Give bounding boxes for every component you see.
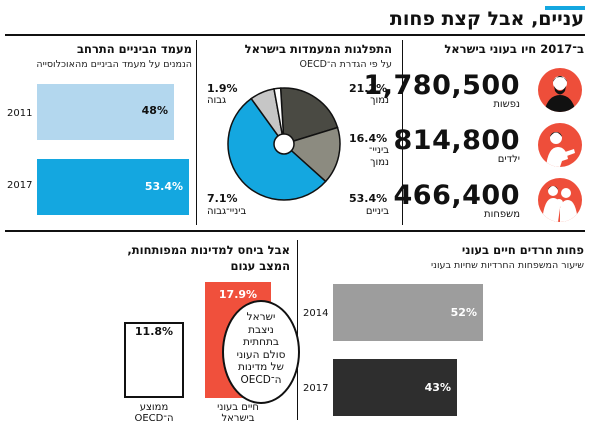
oecd-heading-line1: אבל ביחס למדינות המפותחות, bbox=[127, 243, 290, 257]
poverty-children-label: ילדים bbox=[497, 154, 520, 165]
oecd-note-line: בתחתית bbox=[243, 336, 279, 348]
israel-bar-name-line2: בישראל bbox=[221, 413, 255, 424]
pie-slice-0 bbox=[279, 87, 339, 145]
haredi-bar-2014-label: 52% bbox=[450, 306, 477, 319]
poverty-families-label: משפחות bbox=[484, 209, 520, 220]
oecd-bar-name-line2: ה־OECD bbox=[134, 413, 174, 424]
oecd-note-line: סולם העוני bbox=[236, 348, 286, 361]
poverty-people-value: 1,780,500 bbox=[363, 70, 520, 101]
header-rule bbox=[5, 34, 585, 36]
child-icon bbox=[538, 123, 582, 167]
haredi-bar-2014 bbox=[333, 284, 483, 341]
pie-slice-1 bbox=[282, 126, 341, 183]
oecd-note-line: של מדינות bbox=[238, 361, 284, 373]
oecd-average-bar-label: 11.8% bbox=[134, 325, 174, 338]
person-icon bbox=[538, 68, 582, 112]
poverty-families-value: 466,400 bbox=[393, 180, 520, 211]
oecd-note-line: ישראל bbox=[246, 311, 276, 323]
pie-label-mid-pct: 53.4% bbox=[349, 192, 388, 205]
middle-class-bar-2011 bbox=[37, 84, 174, 140]
poverty-heading: ב־2017 חיו בעוני בישראל bbox=[444, 42, 584, 56]
haredi-year-2014: 2014 bbox=[303, 308, 329, 319]
pie-subheading: על פי הגדרת ה־OECD bbox=[299, 59, 392, 70]
oecd-note-bubble: ישראל ניצבת בתחתית סולם העוני של מדינות … bbox=[222, 300, 300, 404]
oecd-note-text: ישראל ניצבת בתחתית סולם העוני של מדינות … bbox=[224, 302, 298, 386]
israel-poverty-bar-label: 17.9% bbox=[218, 288, 258, 301]
page-title: עניים, אבל קצת פחות bbox=[389, 8, 584, 30]
oecd-average-bar bbox=[124, 322, 184, 398]
haredi-heading: פחות חרדים חיים בעוני bbox=[461, 243, 584, 257]
pie-label-mid-name: ביניים bbox=[365, 206, 389, 217]
middle-class-heading: מעמד הביניים התרחב bbox=[77, 42, 192, 56]
middle-class-bar-2017-label: 53.4% bbox=[144, 180, 183, 193]
pie-label-low-name: נמוך bbox=[370, 95, 389, 106]
haredi-bar-2017-label: 43% bbox=[424, 381, 451, 394]
poverty-children-value: 814,800 bbox=[393, 125, 520, 156]
middle-class-year-2017: 2017 bbox=[7, 180, 33, 191]
middle-class-bar-2011-label: 48% bbox=[141, 104, 168, 117]
pie-label-high-pct: 1.9% bbox=[207, 82, 238, 95]
haredi-year-2017: 2017 bbox=[303, 383, 329, 394]
middle-rule bbox=[5, 230, 585, 232]
accent-stripe bbox=[545, 6, 585, 10]
pie-heading: התפלגות המעמדות בישראל bbox=[244, 42, 392, 56]
pie-label-low-pct: 21.2% bbox=[349, 82, 388, 95]
divider-right bbox=[402, 40, 403, 225]
middle-class-bar-2017 bbox=[37, 159, 189, 215]
middle-class-subheading: הנמנים על מעמד הביניים מהאוכלוסייה bbox=[36, 59, 192, 70]
family-icon bbox=[538, 178, 582, 222]
pie-slice-4 bbox=[273, 87, 285, 145]
oecd-bar-name-line1: ממוצע bbox=[139, 402, 169, 413]
middle-class-year-2011: 2011 bbox=[7, 108, 33, 119]
pie-label-uppermid-name: ביניי־גבוה bbox=[207, 206, 247, 217]
pie-label-lowmid-pct: 16.4% bbox=[349, 132, 388, 145]
haredi-subheading: שיעור המשפחות החרדיות שחיות בעוני bbox=[431, 260, 584, 271]
pie-label-lowmid-name: ביניי־ נמוך bbox=[368, 145, 389, 168]
oecd-note-line: ה־OECD bbox=[240, 373, 282, 386]
oecd-heading-line2: המצב עגום bbox=[230, 259, 291, 273]
divider-left bbox=[196, 40, 197, 225]
israel-bar-name-line1: חיים בעוני bbox=[217, 402, 259, 413]
pie-center-hole bbox=[273, 133, 295, 155]
pie-label-uppermid-pct: 7.1% bbox=[207, 192, 238, 205]
divider-bottom bbox=[297, 240, 298, 420]
poverty-people-label: נפשות bbox=[493, 99, 520, 110]
pie-label-high-name: גבוה bbox=[207, 95, 227, 106]
haredi-bar-2017 bbox=[333, 359, 457, 416]
pie-chart bbox=[227, 87, 341, 201]
oecd-note-line: ניצבת bbox=[248, 323, 274, 336]
